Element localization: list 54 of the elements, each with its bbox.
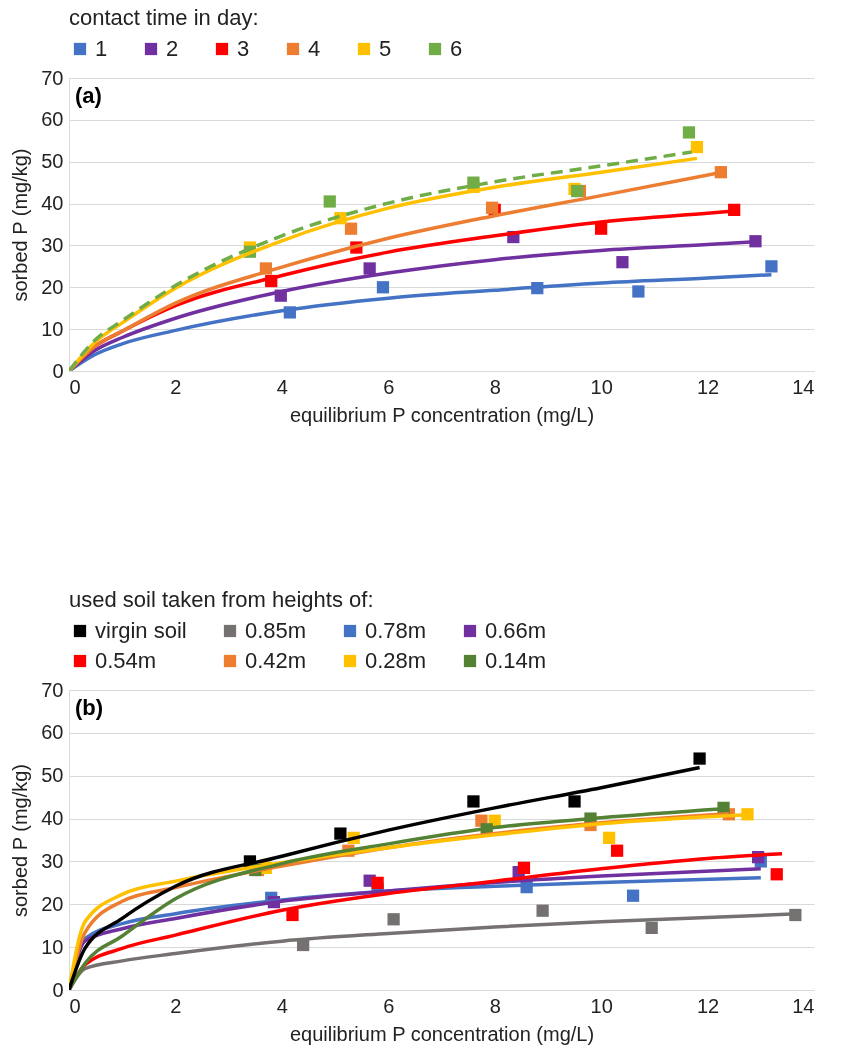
x-tick-label: 10 xyxy=(590,375,613,398)
y-tick-label: 20 xyxy=(41,275,64,298)
legend-label: 1 xyxy=(95,36,108,61)
x-tick-label: 12 xyxy=(696,994,720,1017)
legend-label: 0.28m xyxy=(365,648,427,673)
y-tick-label: 30 xyxy=(41,233,64,256)
legend-label: 0.78m xyxy=(365,618,427,643)
legend-label: 0.14m xyxy=(485,648,547,673)
y-axis-title: sorbed P (mg/kg) xyxy=(9,148,32,302)
y-tick-label: 30 xyxy=(41,849,64,872)
y-tick-label: 10 xyxy=(41,317,64,340)
x-axis-title: equilibrium P concentration (mg/L) xyxy=(289,403,595,426)
y-tick-label: 50 xyxy=(41,150,64,173)
x-tick-label: 8 xyxy=(489,994,501,1017)
x-tick-label: 2 xyxy=(170,994,182,1017)
y-tick-label: 20 xyxy=(41,892,64,915)
legend-label: 4 xyxy=(308,36,321,61)
legend-label: 2 xyxy=(166,36,179,61)
x-tick-label: 14 xyxy=(792,375,815,398)
x-tick-label: 4 xyxy=(276,994,288,1017)
x-tick-label: 0 xyxy=(69,994,81,1017)
x-tick-label: 4 xyxy=(276,375,288,398)
legend-label: 6 xyxy=(450,36,463,61)
y-tick-label: 0 xyxy=(52,359,64,382)
y-tick-label: 60 xyxy=(41,721,64,744)
legend-label: 0.54m xyxy=(95,648,157,673)
y-tick-label: 10 xyxy=(41,935,64,958)
y-tick-label: 60 xyxy=(41,108,64,131)
legend-label: virgin soil xyxy=(95,618,187,643)
y-tick-label: 50 xyxy=(41,764,64,787)
x-tick-label: 0 xyxy=(69,375,81,398)
y-tick-label: 0 xyxy=(52,978,64,1001)
y-axis-title: sorbed P (mg/kg) xyxy=(9,763,32,918)
x-tick-label: 12 xyxy=(696,375,720,398)
annotation: (b) xyxy=(75,695,104,720)
x-tick-label: 10 xyxy=(590,994,613,1017)
x-tick-label: 8 xyxy=(489,375,501,398)
x-tick-label: 14 xyxy=(792,994,815,1017)
legend-label: 0.85m xyxy=(245,618,307,643)
x-tick-label: 6 xyxy=(383,375,395,398)
annotation: (a) xyxy=(75,83,102,108)
y-tick-label: 70 xyxy=(41,66,64,89)
legend-label: 3 xyxy=(237,36,250,61)
x-tick-label: 6 xyxy=(383,994,395,1017)
y-tick-label: 70 xyxy=(41,678,64,701)
legend-label: 0.42m xyxy=(245,648,307,673)
legend-label: 0.66m xyxy=(485,618,547,643)
y-tick-label: 40 xyxy=(41,192,64,215)
legend-title: used soil taken from heights of: xyxy=(69,587,374,612)
x-axis-title: equilibrium P concentration (mg/L) xyxy=(289,1022,595,1045)
legend-title: contact time in day: xyxy=(69,5,259,30)
x-tick-label: 2 xyxy=(170,375,182,398)
y-tick-label: 40 xyxy=(41,807,64,830)
legend-label: 5 xyxy=(379,36,392,61)
